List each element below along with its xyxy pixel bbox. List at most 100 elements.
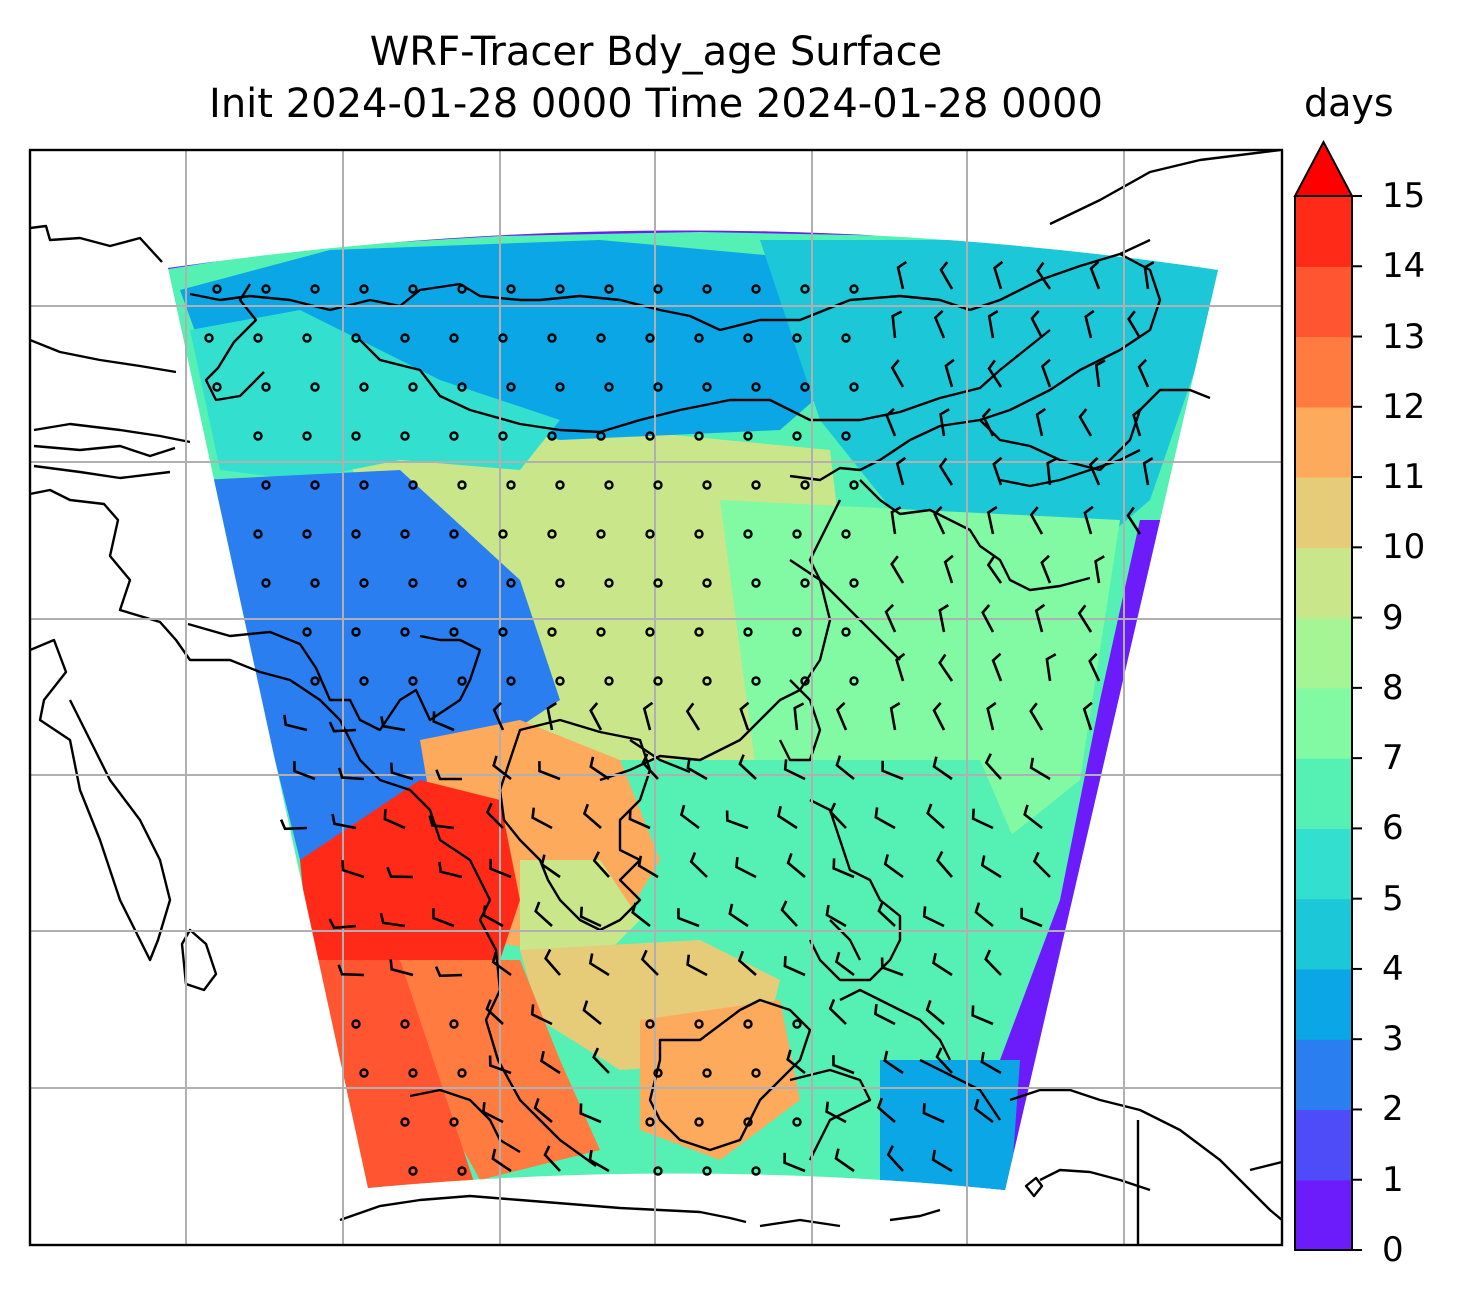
wind-barb xyxy=(279,819,308,831)
wind-barb xyxy=(1084,309,1095,339)
wind-barb xyxy=(737,950,757,976)
calm-wind-marker xyxy=(498,431,508,441)
calm-wind-marker xyxy=(792,431,802,441)
calm-wind-marker xyxy=(261,284,271,294)
calm-wind-marker xyxy=(849,284,859,294)
wind-barb xyxy=(1088,652,1101,682)
wind-barb xyxy=(1094,359,1106,388)
calm-wind-marker xyxy=(751,480,761,490)
colorbar-segment xyxy=(1295,898,1352,970)
wind-barb xyxy=(534,901,553,927)
calm-wind-marker xyxy=(457,676,467,686)
wind-barb xyxy=(943,554,954,584)
wind-barb xyxy=(379,912,406,928)
wind-barb xyxy=(725,810,749,830)
wind-barb xyxy=(828,999,847,1025)
calm-wind-marker xyxy=(359,676,369,686)
calm-wind-marker xyxy=(351,333,361,343)
wind-barb xyxy=(1089,260,1101,290)
calm-wind-marker xyxy=(408,578,418,588)
calm-wind-marker xyxy=(253,333,263,343)
wind-barb xyxy=(939,261,954,290)
wind-barb xyxy=(1127,310,1142,339)
calm-wind-marker xyxy=(449,627,459,637)
wind-barb xyxy=(1143,261,1155,290)
calm-wind-marker xyxy=(702,284,712,294)
colorbar-tick-label: 11 xyxy=(1382,457,1426,498)
field-region xyxy=(880,1060,1020,1190)
wind-barb xyxy=(293,761,316,781)
colorbar-outline xyxy=(1294,196,1353,1251)
colorbar-segment xyxy=(1295,547,1352,619)
calm-wind-marker xyxy=(702,578,712,588)
wind-barb xyxy=(428,815,455,830)
wind-barb xyxy=(984,949,1002,976)
calm-wind-marker xyxy=(743,333,753,343)
calm-wind-marker xyxy=(457,382,467,392)
wind-barb xyxy=(337,767,365,781)
colorbar-segment xyxy=(1295,828,1352,900)
calm-wind-marker xyxy=(351,431,361,441)
calm-wind-marker xyxy=(751,578,761,588)
wind-barb xyxy=(1040,554,1052,584)
wind-barb xyxy=(889,701,901,731)
wind-barb xyxy=(786,852,806,878)
calm-wind-marker xyxy=(653,284,663,294)
wind-barb xyxy=(1023,804,1043,830)
colorbar-tick-label: 4 xyxy=(1382,948,1404,989)
calm-wind-marker xyxy=(310,676,320,686)
colorbar-segment xyxy=(1295,687,1352,759)
colorbar-tick-label: 14 xyxy=(1382,246,1426,287)
wind-barb xyxy=(932,952,953,977)
wind-barb xyxy=(885,407,897,437)
calm-wind-marker xyxy=(359,480,369,490)
calm-wind-marker xyxy=(457,578,467,588)
wind-barb xyxy=(938,603,949,633)
colorbar-unit-label: days xyxy=(1304,81,1394,125)
calm-wind-marker xyxy=(400,1019,410,1029)
colorbar-tick-label: 13 xyxy=(1382,316,1426,357)
calm-wind-marker xyxy=(310,382,320,392)
calm-wind-marker xyxy=(457,284,467,294)
wind-barb xyxy=(932,756,953,781)
wind-barb xyxy=(540,1050,561,1075)
wind-barb xyxy=(884,603,897,633)
wind-barb xyxy=(686,757,708,781)
wind-barb xyxy=(938,653,954,682)
wind-barb xyxy=(328,918,357,930)
calm-wind-marker xyxy=(694,529,704,539)
calm-wind-marker xyxy=(743,1019,753,1029)
calm-wind-marker xyxy=(743,431,753,441)
colorbar-tick-label: 5 xyxy=(1382,878,1404,919)
wind-barb xyxy=(883,854,904,879)
calm-wind-marker xyxy=(596,333,606,343)
calm-wind-marker xyxy=(400,529,410,539)
calm-wind-marker xyxy=(498,627,508,637)
colorbar-tick-label: 7 xyxy=(1382,738,1404,779)
calm-wind-marker xyxy=(400,333,410,343)
wind-barb xyxy=(944,358,955,388)
calm-wind-marker xyxy=(408,284,418,294)
calm-wind-marker xyxy=(555,676,565,686)
wind-barb xyxy=(685,702,701,731)
wind-barb xyxy=(992,456,1003,486)
wind-barb xyxy=(589,756,610,781)
wind-barb xyxy=(1029,757,1051,781)
calm-wind-marker xyxy=(694,431,704,441)
wind-barb xyxy=(331,813,357,830)
wind-barb xyxy=(936,850,953,878)
wind-barb xyxy=(986,505,998,535)
calm-wind-marker xyxy=(792,529,802,539)
wind-barb xyxy=(538,761,561,781)
wind-barb xyxy=(832,858,855,879)
wind-barb xyxy=(488,1055,512,1075)
wind-barb xyxy=(582,803,602,829)
calm-wind-marker xyxy=(653,480,663,490)
wind-barb xyxy=(986,701,997,731)
colorbar-segment xyxy=(1295,266,1352,338)
wind-barb xyxy=(895,652,906,682)
calm-wind-marker xyxy=(457,1166,467,1176)
calm-wind-marker xyxy=(547,627,557,637)
wind-barb xyxy=(679,804,700,830)
wind-barb xyxy=(386,866,414,879)
